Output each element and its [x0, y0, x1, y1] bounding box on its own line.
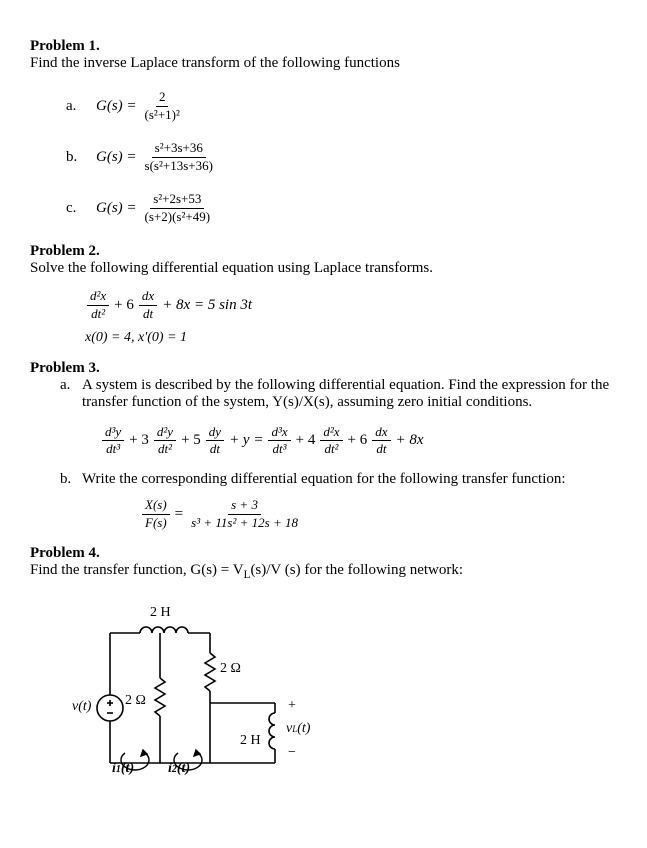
label-L-top: 2 H	[150, 605, 171, 621]
p1a-lhs: G(s) =	[96, 98, 137, 115]
p1b-label: b.	[66, 149, 96, 166]
problem2-title: Problem 2.	[30, 243, 617, 260]
problem4-desc: Find the transfer function, G(s) = VL(s)…	[30, 562, 617, 579]
p3a-text: A system is described by the following d…	[82, 377, 617, 411]
label-R-right: 2 Ω	[220, 661, 241, 677]
label-minus: −	[288, 745, 296, 761]
p3b-eq: X(s) F(s) = s + 3 s³ + 11s² + 12s + 18	[140, 498, 617, 531]
p1c-lhs: G(s) =	[96, 200, 137, 217]
p1-item-c: c. G(s) = s²+2s+53 (s+2)(s²+49)	[66, 192, 617, 225]
p1c-frac: s²+2s+53 (s+2)(s²+49)	[142, 192, 214, 225]
p1c-label: c.	[66, 200, 96, 217]
p2-ic: x(0) = 4, x′(0) = 1	[85, 330, 617, 346]
p1b-frac: s²+3s+36 s(s²+13s+36)	[142, 141, 216, 174]
p3a-label: a.	[60, 377, 82, 411]
label-i1: i1(t)	[112, 761, 134, 777]
label-i2: i2(t)	[168, 761, 190, 777]
p3b-label: b.	[60, 471, 82, 488]
p1-item-a: a. G(s) = 2 (s²+1)²	[66, 90, 617, 123]
problem1-desc: Find the inverse Laplace transform of th…	[30, 55, 617, 72]
problem2-desc: Solve the following differential equatio…	[30, 260, 617, 277]
p1a-label: a.	[66, 98, 96, 115]
p2-eq: d²xdt² + 6 dxdt + 8x = 5 sin 3t	[85, 289, 617, 322]
label-out: vL(t)	[286, 721, 310, 737]
problem3-title: Problem 3.	[30, 360, 617, 377]
label-src: v(t)	[72, 699, 91, 715]
problem1-title: Problem 1.	[30, 38, 617, 55]
label-plus: +	[288, 698, 296, 714]
p3a-eq: d³ydt³ + 3 d²ydt² + 5 dydt + y = d³xdt³ …	[100, 425, 617, 458]
label-L-right: 2 H	[240, 733, 261, 749]
p1-item-b: b. G(s) = s²+3s+36 s(s²+13s+36)	[66, 141, 617, 174]
label-R-mid: 2 Ω	[125, 693, 146, 709]
problem4-title: Problem 4.	[30, 545, 617, 562]
circuit-diagram: 2 H 2 Ω 2 Ω 2 H v(t) + vL(t) − i1(t) i2(…	[70, 593, 330, 783]
p1a-frac: 2 (s²+1)²	[142, 90, 183, 123]
p1b-lhs: G(s) =	[96, 149, 137, 166]
p3b-text: Write the corresponding differential equ…	[82, 471, 566, 488]
